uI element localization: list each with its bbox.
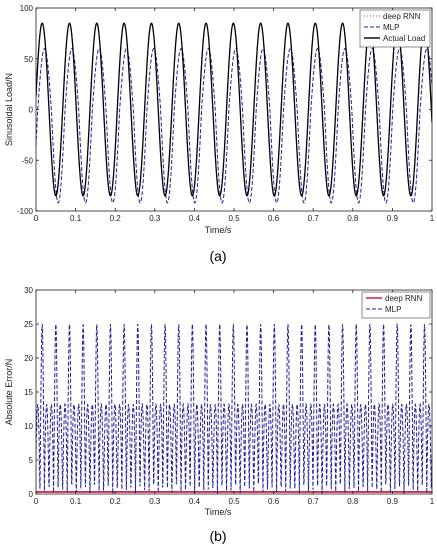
y-tick-label: 0 bbox=[29, 106, 34, 115]
legend-label: Actual Load bbox=[383, 34, 425, 43]
legend-label: deep RNN bbox=[385, 294, 423, 303]
x-tick-label: 0.6 bbox=[268, 214, 280, 223]
legend-label: MLP bbox=[383, 23, 399, 32]
chart-panel-a: 0 0.1 0.2 0.3 0.4 0.5 0.6 0.7 0.8 0.9 1 -100 -50 0 50 1… bbox=[4, 4, 435, 264]
x-tick-label: 0.5 bbox=[228, 497, 240, 506]
y-tick-label: 0 bbox=[29, 490, 34, 499]
x-tick-label: 0.7 bbox=[308, 497, 320, 506]
y-tick-label: 20 bbox=[24, 354, 33, 363]
x-tick-label: 0.3 bbox=[149, 497, 161, 506]
legend: deep RNN MLP Actual Load bbox=[359, 9, 431, 48]
y-tick-label: 30 bbox=[24, 286, 33, 295]
x-axis-label: Time/s bbox=[205, 225, 232, 235]
series-line-actual-load bbox=[36, 22, 432, 197]
legend-box bbox=[361, 291, 431, 319]
y-tick-label: 10 bbox=[24, 422, 33, 431]
y-tick-label: -100 bbox=[17, 207, 34, 216]
x-tick-label: 0.2 bbox=[110, 497, 122, 506]
y-tick-label: -50 bbox=[21, 156, 33, 165]
x-tick-label: 0.9 bbox=[387, 497, 399, 506]
x-tick-label: 0 bbox=[34, 497, 39, 506]
plot-area bbox=[36, 290, 432, 494]
panel-label: (b) bbox=[209, 528, 226, 544]
x-tick-label: 0.5 bbox=[228, 214, 240, 223]
x-tick-label: 0.9 bbox=[387, 214, 399, 223]
x-tick-label: 0.7 bbox=[308, 214, 320, 223]
x-tick-label: 1 bbox=[430, 497, 435, 506]
y-tick-label: 100 bbox=[20, 4, 34, 13]
panel-label: (a) bbox=[209, 248, 226, 264]
x-tick-label: 0.2 bbox=[110, 214, 122, 223]
x-tick-label: 0.4 bbox=[189, 497, 201, 506]
x-tick-label: 0.3 bbox=[149, 214, 161, 223]
x-tick-label: 0.1 bbox=[70, 497, 82, 506]
series-group bbox=[36, 22, 432, 204]
y-tick-label: 15 bbox=[24, 388, 33, 397]
x-tick-label: 1 bbox=[430, 214, 435, 223]
y-axis-label: Sinusoidal Load/N bbox=[4, 73, 14, 146]
y-tick-label: 25 bbox=[24, 320, 33, 329]
legend-label: MLP bbox=[385, 305, 401, 314]
x-tick-label: 0.4 bbox=[189, 214, 201, 223]
y-axis-label: Absolute Error/N bbox=[4, 359, 14, 426]
y-tick-label: 50 bbox=[24, 55, 33, 64]
chart-panel-b: 0 0.1 0.2 0.3 0.4 0.5 0.6 0.7 0.8 0.9 105101520253… bbox=[4, 286, 435, 544]
x-axis-label: Time/s bbox=[205, 507, 232, 517]
x-tick-label: 0.8 bbox=[347, 497, 359, 506]
x-tick-label: 0.6 bbox=[268, 497, 280, 506]
legend-label: deep RNN bbox=[383, 12, 421, 21]
y-tick-label: 5 bbox=[29, 456, 34, 465]
series-line-mlp bbox=[36, 48, 432, 204]
legend: deep RNN MLP bbox=[361, 291, 431, 319]
legend-box bbox=[359, 9, 431, 48]
x-tick-label: 0 bbox=[34, 214, 39, 223]
x-tick-label: 0.1 bbox=[70, 214, 82, 223]
x-tick-label: 0.8 bbox=[347, 214, 359, 223]
